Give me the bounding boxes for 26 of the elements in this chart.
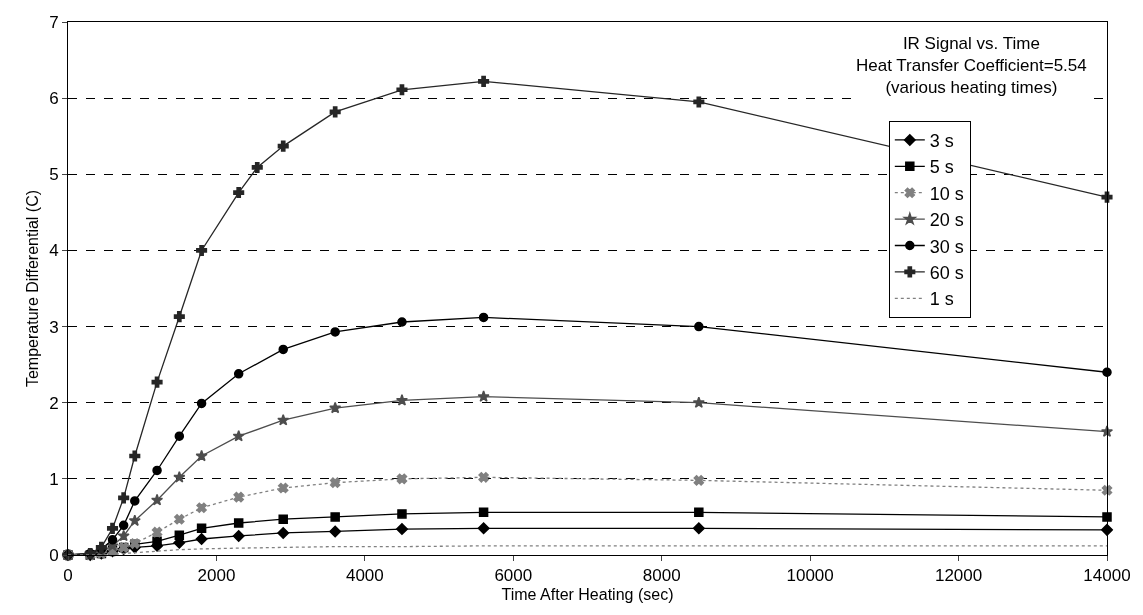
y-tick-label: 5 xyxy=(49,165,59,185)
legend-label: 3 s xyxy=(929,130,954,151)
y-axis-title: Temperature Differential (C) xyxy=(24,189,42,388)
legend-label: 10 s xyxy=(929,183,964,204)
y-tick-label: 6 xyxy=(49,89,59,109)
y-tick-label: 4 xyxy=(49,241,59,261)
x-tick-label: 2000 xyxy=(197,566,236,586)
text: IR Signal vs. Time Heat Transfer Coefficient=5.54 (various heating times) xyxy=(856,34,1087,98)
x-tick-label: 0 xyxy=(63,566,73,586)
y-tick-label: 7 xyxy=(49,12,59,32)
y-tick-label: 2 xyxy=(49,393,59,413)
y-tick-label: 1 xyxy=(49,469,59,489)
legend-label: 60 s xyxy=(929,262,964,283)
x-tick-label: 10000 xyxy=(786,566,834,586)
y-tick-label: 3 xyxy=(49,317,59,337)
legend-label: 30 s xyxy=(929,236,964,257)
x-tick-label: 12000 xyxy=(934,566,983,586)
x-axis-title: Time After Heating (sec) xyxy=(501,586,674,604)
x-tick-label: 6000 xyxy=(494,566,533,586)
legend-label: 5 s xyxy=(929,157,954,178)
y-tick-label: 0 xyxy=(49,545,59,565)
x-tick-label: 4000 xyxy=(345,566,384,586)
x-tick-label: 14000 xyxy=(1083,566,1131,586)
x-tick-label: 8000 xyxy=(642,566,681,586)
legend-label: 20 s xyxy=(929,210,964,231)
legend-label: 1 s xyxy=(929,289,954,310)
